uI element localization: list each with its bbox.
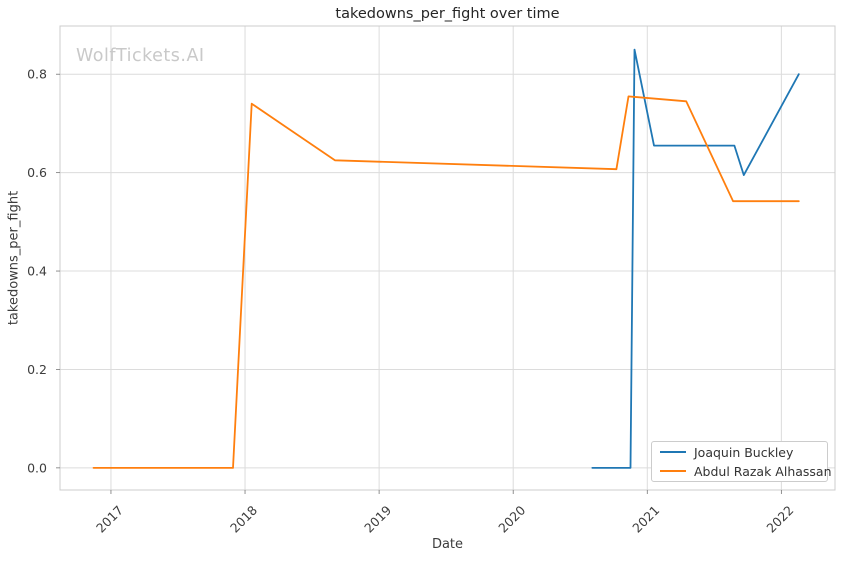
y-tick-labels: 0.0 0.2 0.4 0.6 0.8 (27, 67, 47, 476)
chart-title: takedowns_per_fight over time (335, 6, 560, 22)
plot-border (59, 25, 836, 491)
x-tick-label: 2022 (763, 503, 796, 536)
axis-tick-marks (56, 73, 782, 494)
series-line-abdul-razak-alhassan (92, 95, 800, 469)
x-tick-label: 2019 (361, 502, 394, 535)
legend: Joaquin Buckley Abdul Razak Alhassan (651, 441, 832, 482)
x-axis-label: Date (431, 537, 464, 552)
legend-item-abdul-razak-alhassan: Abdul Razak Alhassan (660, 464, 832, 479)
y-tick-label: 0.2 (27, 362, 47, 377)
legend-item-joaquin-buckley: Joaquin Buckley (660, 445, 821, 460)
legend-label-joaquin-buckley: Joaquin Buckley (694, 444, 794, 460)
watermark: WolfTickets.AI (76, 46, 205, 66)
x-tick-label: 2021 (629, 503, 662, 536)
x-tick-labels: 2017 2018 2019 2020 2021 2022 (93, 502, 797, 535)
legend-label-abdul-razak-alhassan: Abdul Razak Alhassan (694, 463, 832, 479)
grid-lines (60, 26, 835, 490)
x-tick-label: 2018 (227, 502, 260, 535)
x-tick-label: 2017 (93, 503, 126, 536)
y-axis-label: takedowns_per_fight (6, 190, 22, 326)
y-tick-label: 0.0 (27, 460, 47, 475)
legend-line-swatch-orange (660, 469, 686, 473)
data-series-lines (92, 48, 800, 469)
y-tick-label: 0.6 (27, 165, 47, 180)
legend-line-swatch-blue (660, 450, 686, 454)
series-line-joaquin-buckley (591, 48, 800, 469)
y-tick-label: 0.8 (27, 67, 47, 82)
x-tick-label: 2020 (495, 502, 528, 535)
y-tick-label: 0.4 (27, 264, 47, 279)
